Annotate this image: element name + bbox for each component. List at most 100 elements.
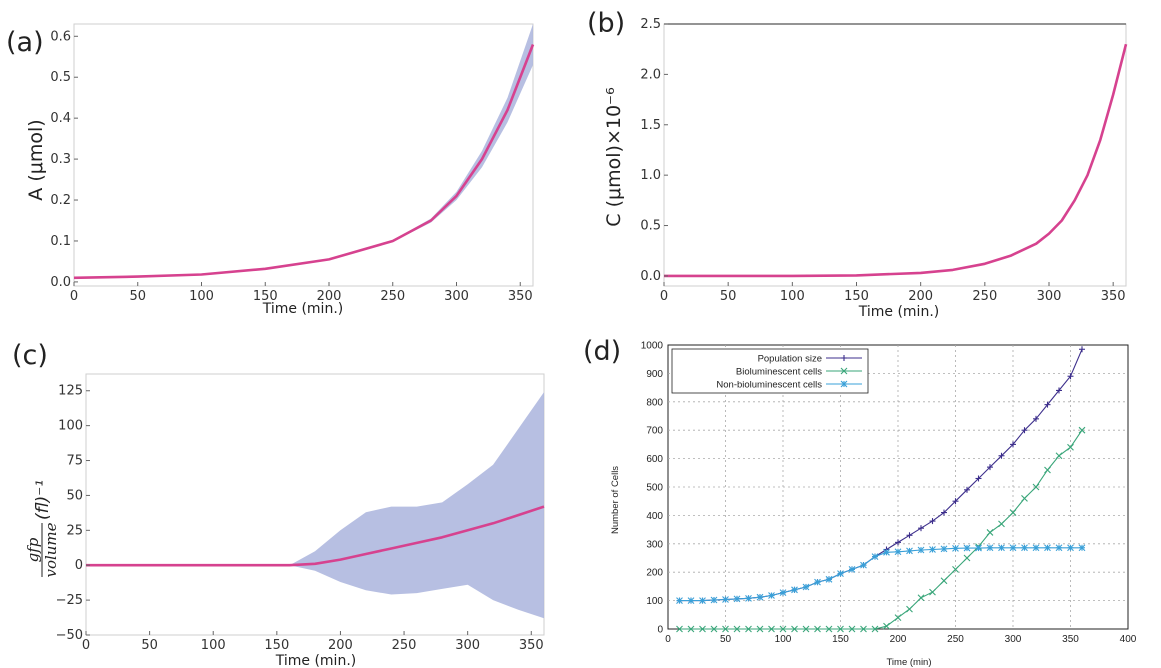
data-point bbox=[1010, 441, 1016, 448]
x-tick-label-c: 100 bbox=[201, 638, 226, 653]
x-tick-label-d: 250 bbox=[947, 634, 964, 645]
data-point bbox=[676, 597, 683, 604]
data-point bbox=[1009, 509, 1017, 516]
panel-label-b: (b) bbox=[587, 8, 626, 39]
ylabel-c-denominator: volume bbox=[42, 522, 60, 577]
panel-label-d: (d) bbox=[583, 336, 622, 367]
data-point bbox=[676, 625, 683, 633]
data-point bbox=[883, 548, 890, 556]
y-tick-label-a: 0.1 bbox=[50, 234, 71, 249]
xlabel-a: Time (min.) bbox=[262, 301, 344, 317]
data-point bbox=[998, 520, 1005, 528]
xlabel-d: Time (min) bbox=[886, 657, 931, 668]
x-tick-label-b: 50 bbox=[720, 289, 737, 304]
data-point bbox=[687, 597, 695, 604]
ylabel-c-tail: (fl)⁻¹ bbox=[33, 480, 53, 520]
series-line-c bbox=[86, 505, 545, 567]
data-point bbox=[1021, 544, 1028, 552]
data-point bbox=[768, 592, 775, 599]
data-point bbox=[940, 577, 948, 585]
y-tick-label-d: 600 bbox=[646, 454, 663, 465]
x-tick-label-c: 250 bbox=[392, 638, 417, 653]
data-point bbox=[756, 593, 764, 601]
ylabel-d: Number of Cells bbox=[610, 466, 621, 534]
data-point bbox=[871, 553, 879, 560]
data-point bbox=[825, 575, 833, 583]
data-point bbox=[998, 544, 1005, 552]
series-d-1 bbox=[676, 426, 1086, 633]
data-point bbox=[1067, 544, 1074, 552]
data-point bbox=[987, 464, 993, 471]
y-tick-label-c: 125 bbox=[58, 384, 83, 399]
x-tick-label-c: 300 bbox=[455, 638, 480, 653]
series-line-a bbox=[73, 44, 535, 280]
y-tick-label-a: 0.4 bbox=[50, 111, 71, 126]
y-tick-label-b: 0.0 bbox=[640, 269, 661, 284]
data-point bbox=[837, 570, 844, 578]
data-point bbox=[883, 622, 890, 630]
data-point bbox=[848, 565, 856, 573]
y-tick-label-a: 0.2 bbox=[50, 193, 71, 208]
data-point bbox=[802, 583, 810, 591]
panel-label-a: (a) bbox=[6, 27, 44, 58]
data-point bbox=[802, 625, 810, 633]
x-tick-label-b: 200 bbox=[908, 289, 933, 304]
data-point bbox=[929, 518, 936, 525]
y-tick-label-d: 700 bbox=[646, 426, 663, 437]
data-point bbox=[894, 548, 902, 556]
data-point bbox=[699, 625, 706, 633]
data-point bbox=[998, 452, 1005, 459]
legend-label: Bioluminescent cells bbox=[736, 367, 822, 378]
y-tick-label-c: 25 bbox=[66, 523, 83, 538]
data-point bbox=[699, 597, 706, 604]
y-tick-label-d: 900 bbox=[646, 369, 663, 380]
y-tick-label-a: 0.3 bbox=[50, 152, 71, 167]
data-point bbox=[779, 625, 787, 633]
y-tick-label-d: 1000 bbox=[641, 341, 664, 352]
chart-panel-d: Number of Cells Time (min) 0 50 100 150 200 2… bbox=[610, 341, 1137, 668]
x-tick-label-d: 300 bbox=[1005, 634, 1022, 645]
y-tick-label-b: 2.5 bbox=[640, 17, 661, 32]
x-tick-label-a: 300 bbox=[444, 289, 469, 304]
y-tick-label-d: 800 bbox=[646, 397, 663, 408]
data-point bbox=[917, 594, 925, 602]
data-point bbox=[791, 586, 798, 594]
panel-label-c: (c) bbox=[12, 340, 48, 371]
y-tick-label-a: 0.6 bbox=[50, 29, 71, 44]
x-tick-label-a: 0 bbox=[70, 289, 78, 304]
data-point bbox=[710, 625, 718, 633]
data-point bbox=[975, 544, 982, 552]
data-point bbox=[906, 547, 913, 555]
x-tick-label-d: 200 bbox=[890, 634, 907, 645]
ylabel-a: A (μmol) bbox=[25, 119, 47, 200]
data-point bbox=[1055, 544, 1063, 552]
y-tick-label-d: 400 bbox=[646, 511, 663, 522]
y-tick-label-c: −50 bbox=[56, 628, 83, 643]
data-point bbox=[1032, 544, 1040, 552]
y-tick-label-d: 200 bbox=[646, 568, 663, 579]
data-point bbox=[963, 544, 971, 552]
y-tick-label-b: 1.0 bbox=[640, 168, 661, 183]
data-point bbox=[906, 532, 913, 539]
data-point bbox=[952, 565, 959, 573]
data-point bbox=[745, 594, 752, 602]
x-tick-label-b: 150 bbox=[844, 289, 869, 304]
y-tick-label-c: 0 bbox=[75, 558, 83, 573]
x-tick-label-a: 150 bbox=[253, 289, 278, 304]
y-tick-label-c: 75 bbox=[66, 454, 83, 469]
data-point bbox=[975, 475, 982, 482]
data-point bbox=[906, 605, 913, 613]
data-point bbox=[1079, 346, 1085, 353]
data-point bbox=[986, 544, 994, 552]
data-point bbox=[1032, 483, 1040, 491]
data-point bbox=[733, 625, 741, 633]
x-tick-label-d: 400 bbox=[1120, 634, 1137, 645]
data-point bbox=[894, 614, 902, 622]
legend-d: Population size Bioluminescent cells Non-b… bbox=[671, 348, 869, 394]
uncertainty-band-c bbox=[86, 392, 544, 619]
x-tick-label-b: 0 bbox=[660, 289, 668, 304]
data-point bbox=[1044, 544, 1051, 552]
x-tick-label-d: 150 bbox=[832, 634, 849, 645]
y-tick-label-d: 100 bbox=[646, 596, 663, 607]
data-point bbox=[940, 545, 948, 553]
